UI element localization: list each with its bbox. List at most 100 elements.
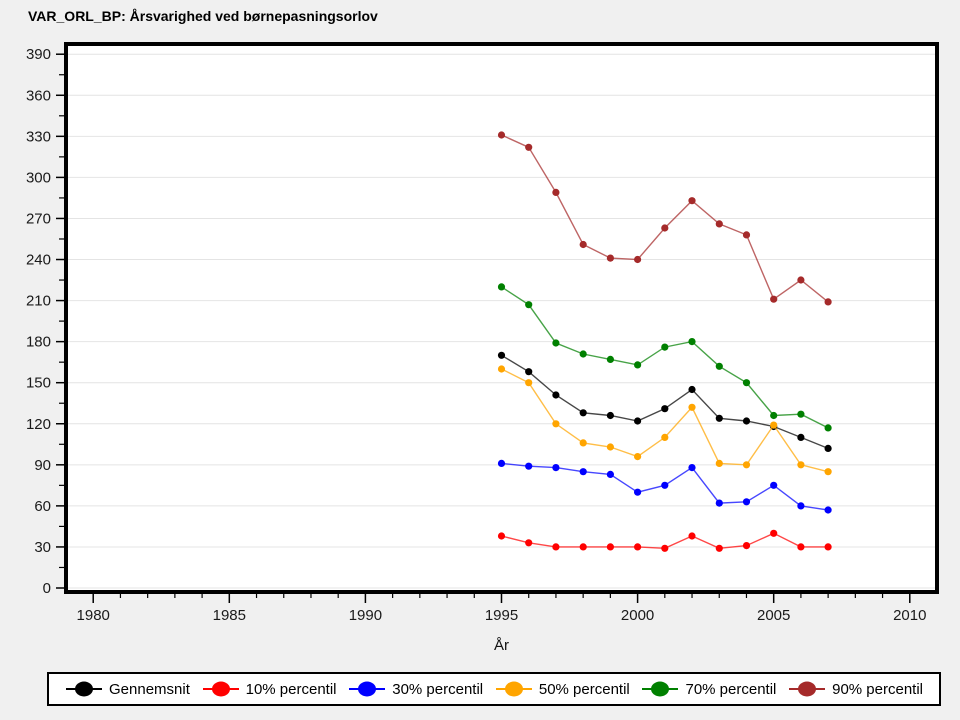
x-tick-label: 2005 bbox=[757, 607, 790, 624]
data-point-50-percentil bbox=[688, 403, 696, 411]
legend-item-10-percentil: 10% percentil bbox=[202, 680, 337, 698]
data-point-30-percentil bbox=[525, 462, 533, 470]
legend-item-30-percentil: 30% percentil bbox=[348, 680, 483, 698]
data-point-70-percentil bbox=[688, 338, 696, 346]
y-tick-label: 30 bbox=[34, 539, 51, 556]
data-point-90-percentil bbox=[525, 143, 533, 151]
data-point-90-percentil bbox=[688, 197, 696, 205]
data-point-70-percentil bbox=[579, 350, 587, 358]
data-point-30-percentil bbox=[661, 481, 669, 489]
chart-legend: Gennemsnit 10% percentil 30% percentil 50% … bbox=[47, 672, 941, 706]
data-point-10-percentil bbox=[824, 543, 832, 551]
data-point-50-percentil bbox=[552, 420, 560, 428]
data-point-50-percentil bbox=[715, 459, 723, 467]
y-tick-label: 360 bbox=[26, 87, 51, 104]
data-point-90-percentil bbox=[742, 231, 751, 239]
data-point-90-percentil bbox=[797, 276, 805, 284]
legend-item-gennemsnit: Gennemsnit bbox=[65, 680, 190, 698]
y-tick-label: 180 bbox=[26, 334, 51, 351]
legend-marker-icon bbox=[642, 681, 679, 697]
y-tick-label: 330 bbox=[26, 128, 51, 145]
data-point-90-percentil bbox=[715, 220, 723, 228]
data-point-gennemsnit bbox=[606, 411, 615, 420]
data-point-50-percentil bbox=[742, 461, 751, 469]
data-point-50-percentil bbox=[797, 461, 805, 469]
data-point-gennemsnit bbox=[824, 444, 832, 452]
legend-label: 10% percentil bbox=[245, 680, 337, 698]
data-point-50-percentil bbox=[606, 443, 615, 451]
data-point-90-percentil bbox=[552, 188, 560, 196]
data-point-30-percentil bbox=[742, 498, 751, 506]
y-tick-label: 0 bbox=[43, 580, 51, 597]
data-point-70-percentil bbox=[661, 343, 669, 351]
series-90-percentil bbox=[497, 131, 832, 306]
data-point-70-percentil bbox=[742, 379, 751, 387]
legend-marker-icon bbox=[202, 681, 239, 697]
data-point-gennemsnit bbox=[797, 433, 805, 441]
data-point-70-percentil bbox=[770, 411, 778, 420]
line-chart: 0 30 60 90 120 150 180 210 240 270 300 330 360 390 198… bbox=[26, 42, 939, 624]
data-point-gennemsnit bbox=[742, 417, 751, 425]
data-point-30-percentil bbox=[770, 481, 778, 489]
legend-item-90-percentil: 90% percentil bbox=[788, 680, 923, 698]
data-point-gennemsnit bbox=[715, 414, 723, 422]
data-point-90-percentil bbox=[770, 295, 778, 303]
data-point-10-percentil bbox=[797, 543, 805, 551]
data-point-gennemsnit bbox=[688, 385, 696, 394]
y-tick-label: 240 bbox=[26, 252, 51, 269]
y-tick-label: 60 bbox=[34, 498, 51, 515]
data-point-30-percentil bbox=[579, 468, 587, 476]
y-tick-label: 150 bbox=[26, 375, 51, 392]
plot-area bbox=[64, 42, 939, 594]
x-tick-label: 1985 bbox=[213, 607, 246, 624]
data-point-50-percentil bbox=[579, 439, 587, 447]
data-point-10-percentil bbox=[661, 544, 669, 552]
x-tick-label: 2010 bbox=[893, 607, 926, 624]
data-point-10-percentil bbox=[552, 543, 560, 551]
x-tick-label: 1990 bbox=[349, 607, 382, 624]
data-point-10-percentil bbox=[715, 544, 723, 552]
data-point-10-percentil bbox=[606, 543, 615, 551]
data-point-50-percentil bbox=[661, 433, 669, 441]
data-point-gennemsnit bbox=[497, 351, 506, 359]
series-70-percentil bbox=[497, 283, 832, 432]
data-point-90-percentil bbox=[579, 240, 587, 249]
data-point-90-percentil bbox=[497, 131, 506, 139]
data-point-10-percentil bbox=[770, 529, 778, 537]
y-tick-label: 210 bbox=[26, 293, 51, 310]
data-point-30-percentil bbox=[497, 459, 506, 467]
data-point-10-percentil bbox=[742, 542, 751, 550]
x-tick-label: 1980 bbox=[77, 607, 110, 624]
data-point-30-percentil bbox=[715, 499, 723, 507]
legend-item-50-percentil: 50% percentil bbox=[495, 680, 630, 698]
data-point-70-percentil bbox=[552, 339, 560, 347]
data-point-70-percentil bbox=[797, 410, 805, 418]
data-point-50-percentil bbox=[634, 453, 642, 461]
legend-label: 90% percentil bbox=[832, 680, 923, 698]
y-tick-label: 90 bbox=[34, 457, 51, 474]
data-point-70-percentil bbox=[824, 424, 832, 432]
data-point-50-percentil bbox=[525, 379, 533, 387]
legend-marker-icon bbox=[349, 681, 386, 697]
data-point-30-percentil bbox=[688, 464, 696, 472]
data-point-90-percentil bbox=[606, 254, 615, 262]
x-tick-label: 1995 bbox=[485, 607, 518, 624]
x-axis: 1980 1985 1990 1995 2000 2005 2010 bbox=[77, 594, 926, 624]
data-point-70-percentil bbox=[606, 355, 615, 363]
data-point-70-percentil bbox=[497, 283, 506, 291]
x-axis-title: År bbox=[494, 637, 509, 654]
data-point-50-percentil bbox=[770, 421, 778, 429]
data-point-10-percentil bbox=[688, 532, 696, 540]
y-tick-label: 390 bbox=[26, 46, 51, 63]
chart-title: VAR_ORL_BP: Årsvarighed ved børnepasning… bbox=[28, 8, 378, 24]
series-10-percentil bbox=[497, 529, 832, 552]
x-tick-label: 2000 bbox=[621, 607, 654, 624]
data-point-gennemsnit bbox=[552, 391, 560, 399]
data-point-10-percentil bbox=[579, 543, 587, 551]
data-point-30-percentil bbox=[552, 464, 560, 472]
legend-label: 50% percentil bbox=[538, 680, 630, 698]
legend-label: Gennemsnit bbox=[109, 680, 190, 698]
data-point-10-percentil bbox=[497, 532, 506, 540]
data-point-10-percentil bbox=[634, 543, 642, 551]
